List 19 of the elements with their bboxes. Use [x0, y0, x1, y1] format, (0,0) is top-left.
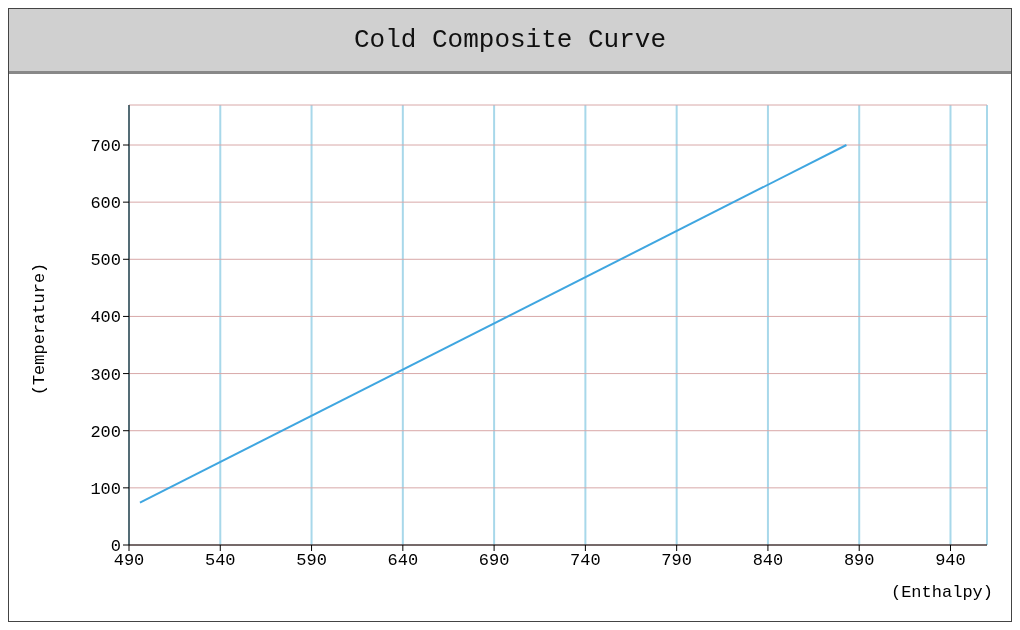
- x-tick-label: 590: [296, 551, 327, 571]
- x-tick-label: 640: [387, 551, 419, 571]
- y-tick-label: 200: [90, 422, 121, 442]
- y-tick-label: 400: [90, 308, 121, 328]
- x-tick-label: 940: [935, 551, 966, 571]
- y-tick-label: 300: [90, 365, 121, 385]
- x-tick-label: 840: [752, 551, 784, 571]
- x-tick-label: 690: [478, 551, 510, 571]
- y-tick-label: 500: [90, 251, 121, 271]
- x-tick-label: 740: [570, 551, 601, 571]
- y-tick-label: 700: [90, 137, 121, 157]
- y-tick-label: 100: [90, 479, 121, 499]
- y-axis-title: (Temperature): [29, 262, 49, 396]
- x-tick-label: 540: [204, 551, 236, 571]
- x-axis-title: (Enthalpy): [890, 583, 993, 602]
- chart-title: Cold Composite Curve: [353, 25, 667, 55]
- y-tick-label: 600: [90, 194, 121, 214]
- x-tick-label: 790: [661, 551, 692, 571]
- x-tick-label: 890: [843, 551, 875, 571]
